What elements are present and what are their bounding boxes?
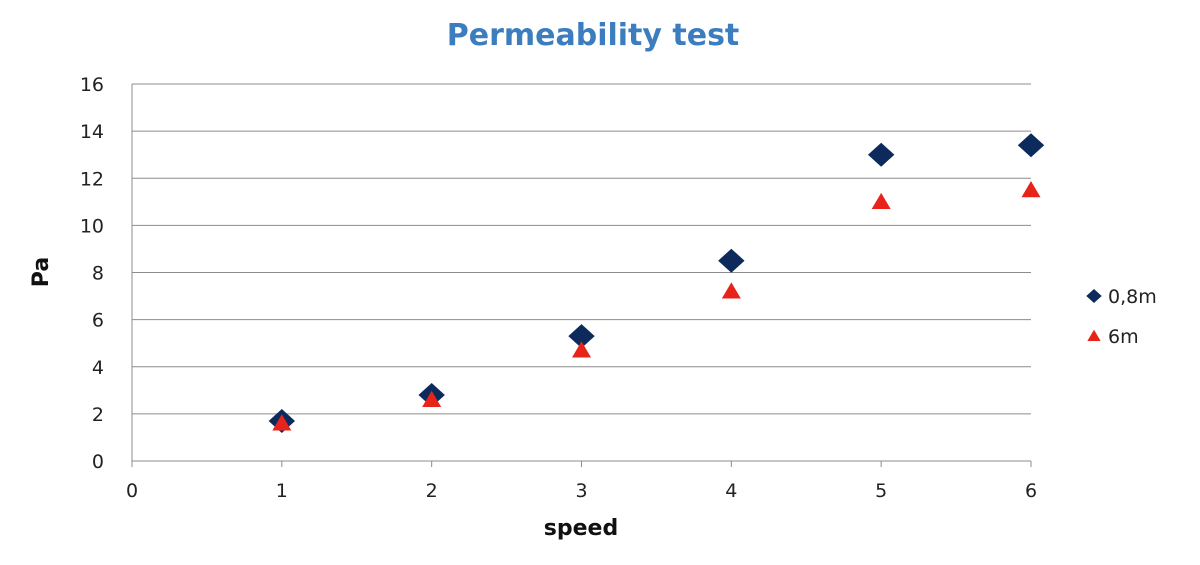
- y-tick-label: 4: [92, 357, 104, 379]
- data-point-6m-3: [572, 341, 591, 358]
- y-tick-label: 16: [80, 74, 104, 96]
- chart-title: Permeability test: [447, 18, 740, 53]
- x-tick-labels: 0 1 2 3 4 5 6: [126, 480, 1037, 502]
- y-tick-label: 14: [80, 121, 104, 143]
- legend-label-0-8m: 0,8m: [1108, 286, 1157, 308]
- gridlines: [132, 83, 1031, 415]
- y-tick-label: 10: [80, 215, 104, 237]
- data-point-0-8m-5: [867, 142, 895, 167]
- x-tick-label: 4: [725, 480, 737, 502]
- x-tick-label: 5: [875, 480, 887, 502]
- data-point-6m-4: [721, 282, 741, 299]
- x-tick-label: 1: [276, 480, 288, 502]
- legend-marker-6m: [1087, 329, 1101, 342]
- data-point-0-8m-6: [1017, 133, 1045, 158]
- y-tick-label: 12: [80, 168, 104, 190]
- legend-label-6m: 6m: [1108, 326, 1139, 348]
- data-point-6m-6: [1021, 181, 1041, 198]
- x-tick-label: 0: [126, 480, 138, 502]
- y-tick-label: 6: [92, 310, 104, 332]
- x-tick-label: 2: [426, 480, 438, 502]
- y-tick-label: 8: [92, 263, 104, 285]
- data-point-0-8m-4: [718, 248, 745, 273]
- data-point-6m-1: [272, 414, 292, 431]
- data-point-0-8m-3: [568, 324, 595, 349]
- x-tick-label: 3: [575, 480, 587, 502]
- data-points: [268, 133, 1045, 433]
- legend-marker-0-8m: [1086, 289, 1102, 303]
- x-axis-label: speed: [544, 516, 618, 541]
- x-tick-label: 6: [1025, 480, 1037, 502]
- y-tick-label: 2: [92, 404, 104, 426]
- axes: [131, 84, 1032, 467]
- y-tick-labels: 0 2 4 6 8 10 12 14 16: [80, 74, 104, 473]
- y-tick-label: 0: [92, 451, 104, 473]
- y-axis-label: Pa: [29, 257, 54, 287]
- data-point-6m-2: [422, 390, 442, 407]
- data-point-6m-5: [871, 192, 891, 210]
- legend: 0,8m 6m: [1086, 286, 1157, 348]
